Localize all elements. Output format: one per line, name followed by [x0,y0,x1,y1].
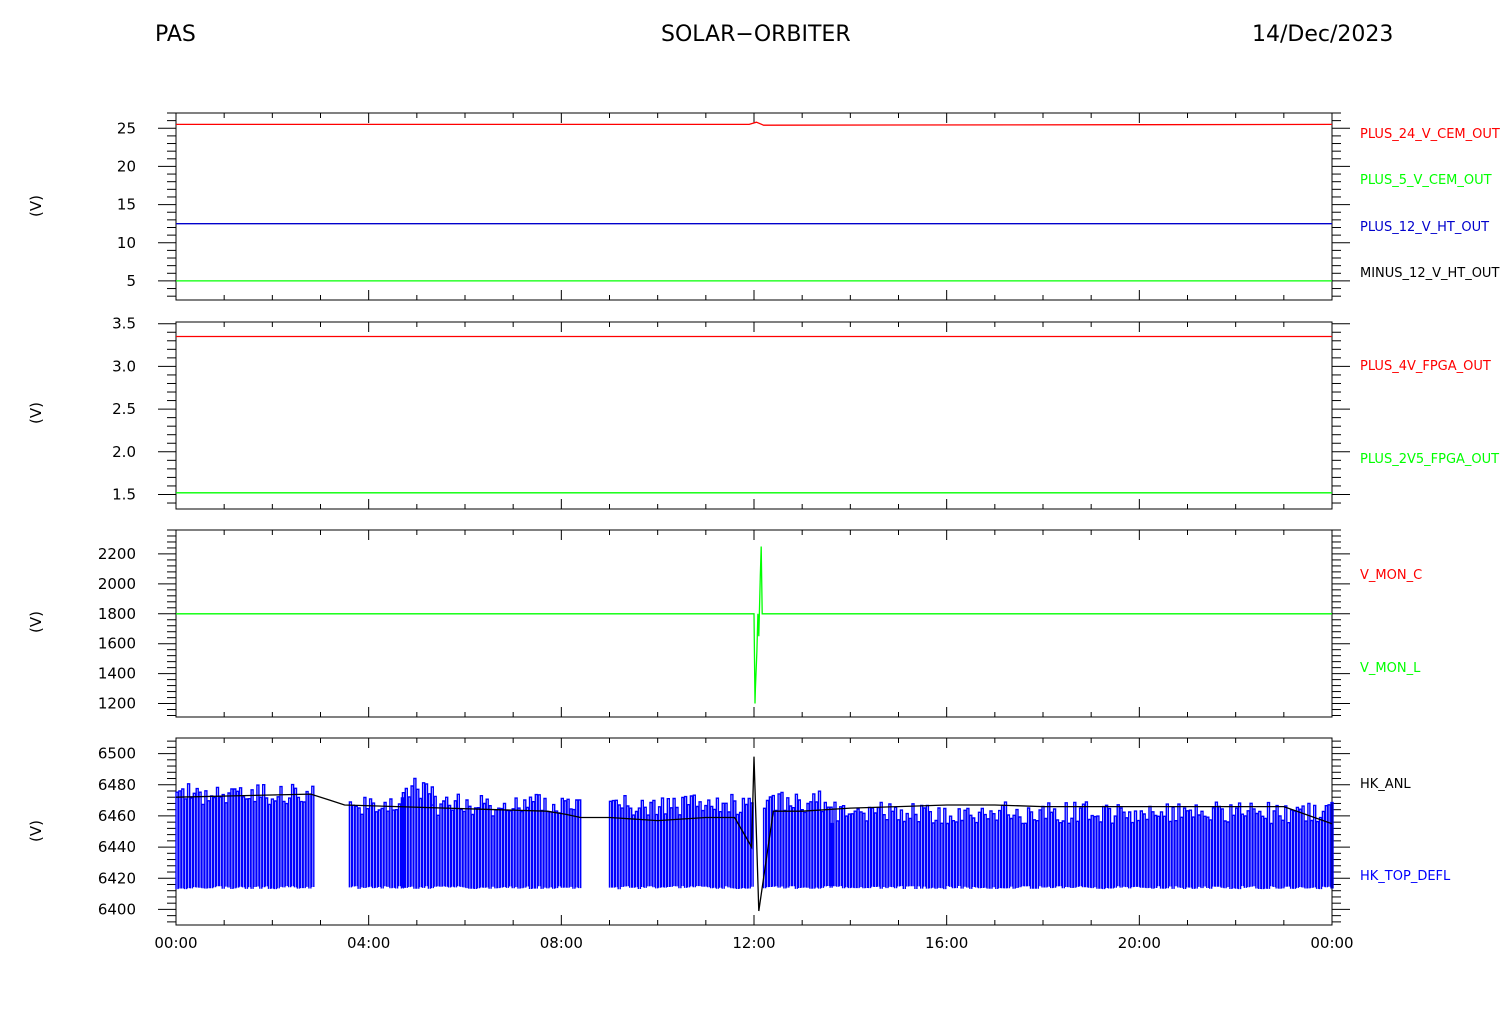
y-axis-label: (V) [27,611,45,633]
y-tick-label: 2.5 [112,400,136,418]
y-tick-label: 15 [117,196,136,214]
panel-1: 5 10 15 20 25 (V) PLUS_24_V_CEM_OUT PLUS_5_V_CE… [27,112,1500,301]
legend-hk-anl: HK_ANL [1360,777,1411,792]
y-tick-label: 6480 [98,776,136,794]
y-tick-label: 10 [117,234,136,252]
y-tick-label: 5 [126,272,136,290]
legend-plus-24-v-cem-out: PLUS_24_V_CEM_OUT [1360,127,1500,142]
x-tick-label: 20:00 [1118,934,1161,952]
y-tick-label: 1.5 [112,485,136,503]
panel-4: 6400 6420 6440 6460 6480 6500 (V) HK_ANL HK_TOP_… [27,737,1451,926]
legend-minus-12-v-ht-out: MINUS_12_V_HT_OUT [1360,266,1499,281]
series-v-mon-l-line [176,546,1332,704]
panel-frame [175,321,1333,510]
header-instrument: PAS [155,22,196,47]
y-axis-label: (V) [27,820,45,842]
legend-plus-5-v-cem-out: PLUS_5_V_CEM_OUT [1360,173,1492,188]
legend-plus-2v5-fpga-out: PLUS_2V5_FPGA_OUT [1360,452,1499,467]
y-axis-label: (V) [27,195,45,217]
x-tick-label: 04:00 [347,934,390,952]
y-tick-label: 1400 [98,665,136,683]
legend-plus-4v-fpga-out: PLUS_4V_FPGA_OUT [1360,359,1491,374]
y-tick-label: 6460 [98,807,136,825]
y-tick-label: 3.0 [112,357,136,375]
y-tick-label: 2000 [98,575,136,593]
legend-v-mon-c: V_MON_C [1360,568,1422,583]
y-tick-label: 1600 [98,635,136,653]
x-tick-label: 00:00 [1310,934,1353,952]
panel-frame [175,112,1333,301]
y-tick-label: 6400 [98,900,136,918]
x-tick-label: 12:00 [732,934,775,952]
legend-plus-12-v-ht-out: PLUS_12_V_HT_OUT [1360,220,1489,235]
header-mission: SOLAR−ORBITER [661,22,851,47]
series-hk-top-defl-trace [175,777,1334,890]
y-tick-label: 6500 [98,745,136,763]
y-tick-label: 1800 [98,605,136,623]
y-tick-label: 6440 [98,838,136,856]
panel-2: 1.5 2.0 2.5 3.0 3.5 (V) PLUS_4V_FPGA_OUT PLUS_2… [27,315,1499,510]
series-hk-anl-line [175,756,1333,912]
y-tick-label: 1200 [98,695,136,713]
x-tick-label: 16:00 [925,934,968,952]
y-tick-label: 3.5 [112,315,136,333]
y-tick-label: 6420 [98,869,136,887]
x-tick-label: 00:00 [154,934,197,952]
series-plus-24-v-cem-out-line [176,121,1333,126]
y-tick-label: 20 [117,157,136,175]
y-tick-label: 2.0 [112,443,136,461]
x-tick-label: 08:00 [540,934,583,952]
y-axis-label: (V) [27,402,45,424]
legend-v-mon-l: V_MON_L [1360,661,1421,676]
y-tick-label: 25 [117,119,136,137]
y-tick-label: 2200 [98,545,136,563]
panel-3: 1200 1400 1600 1800 2000 2200 (V) V_MON_C V_MON_… [27,529,1422,718]
header-date: 14/Dec/2023 [1252,22,1394,47]
legend-hk-top-defl: HK_TOP_DEFL [1360,869,1451,884]
